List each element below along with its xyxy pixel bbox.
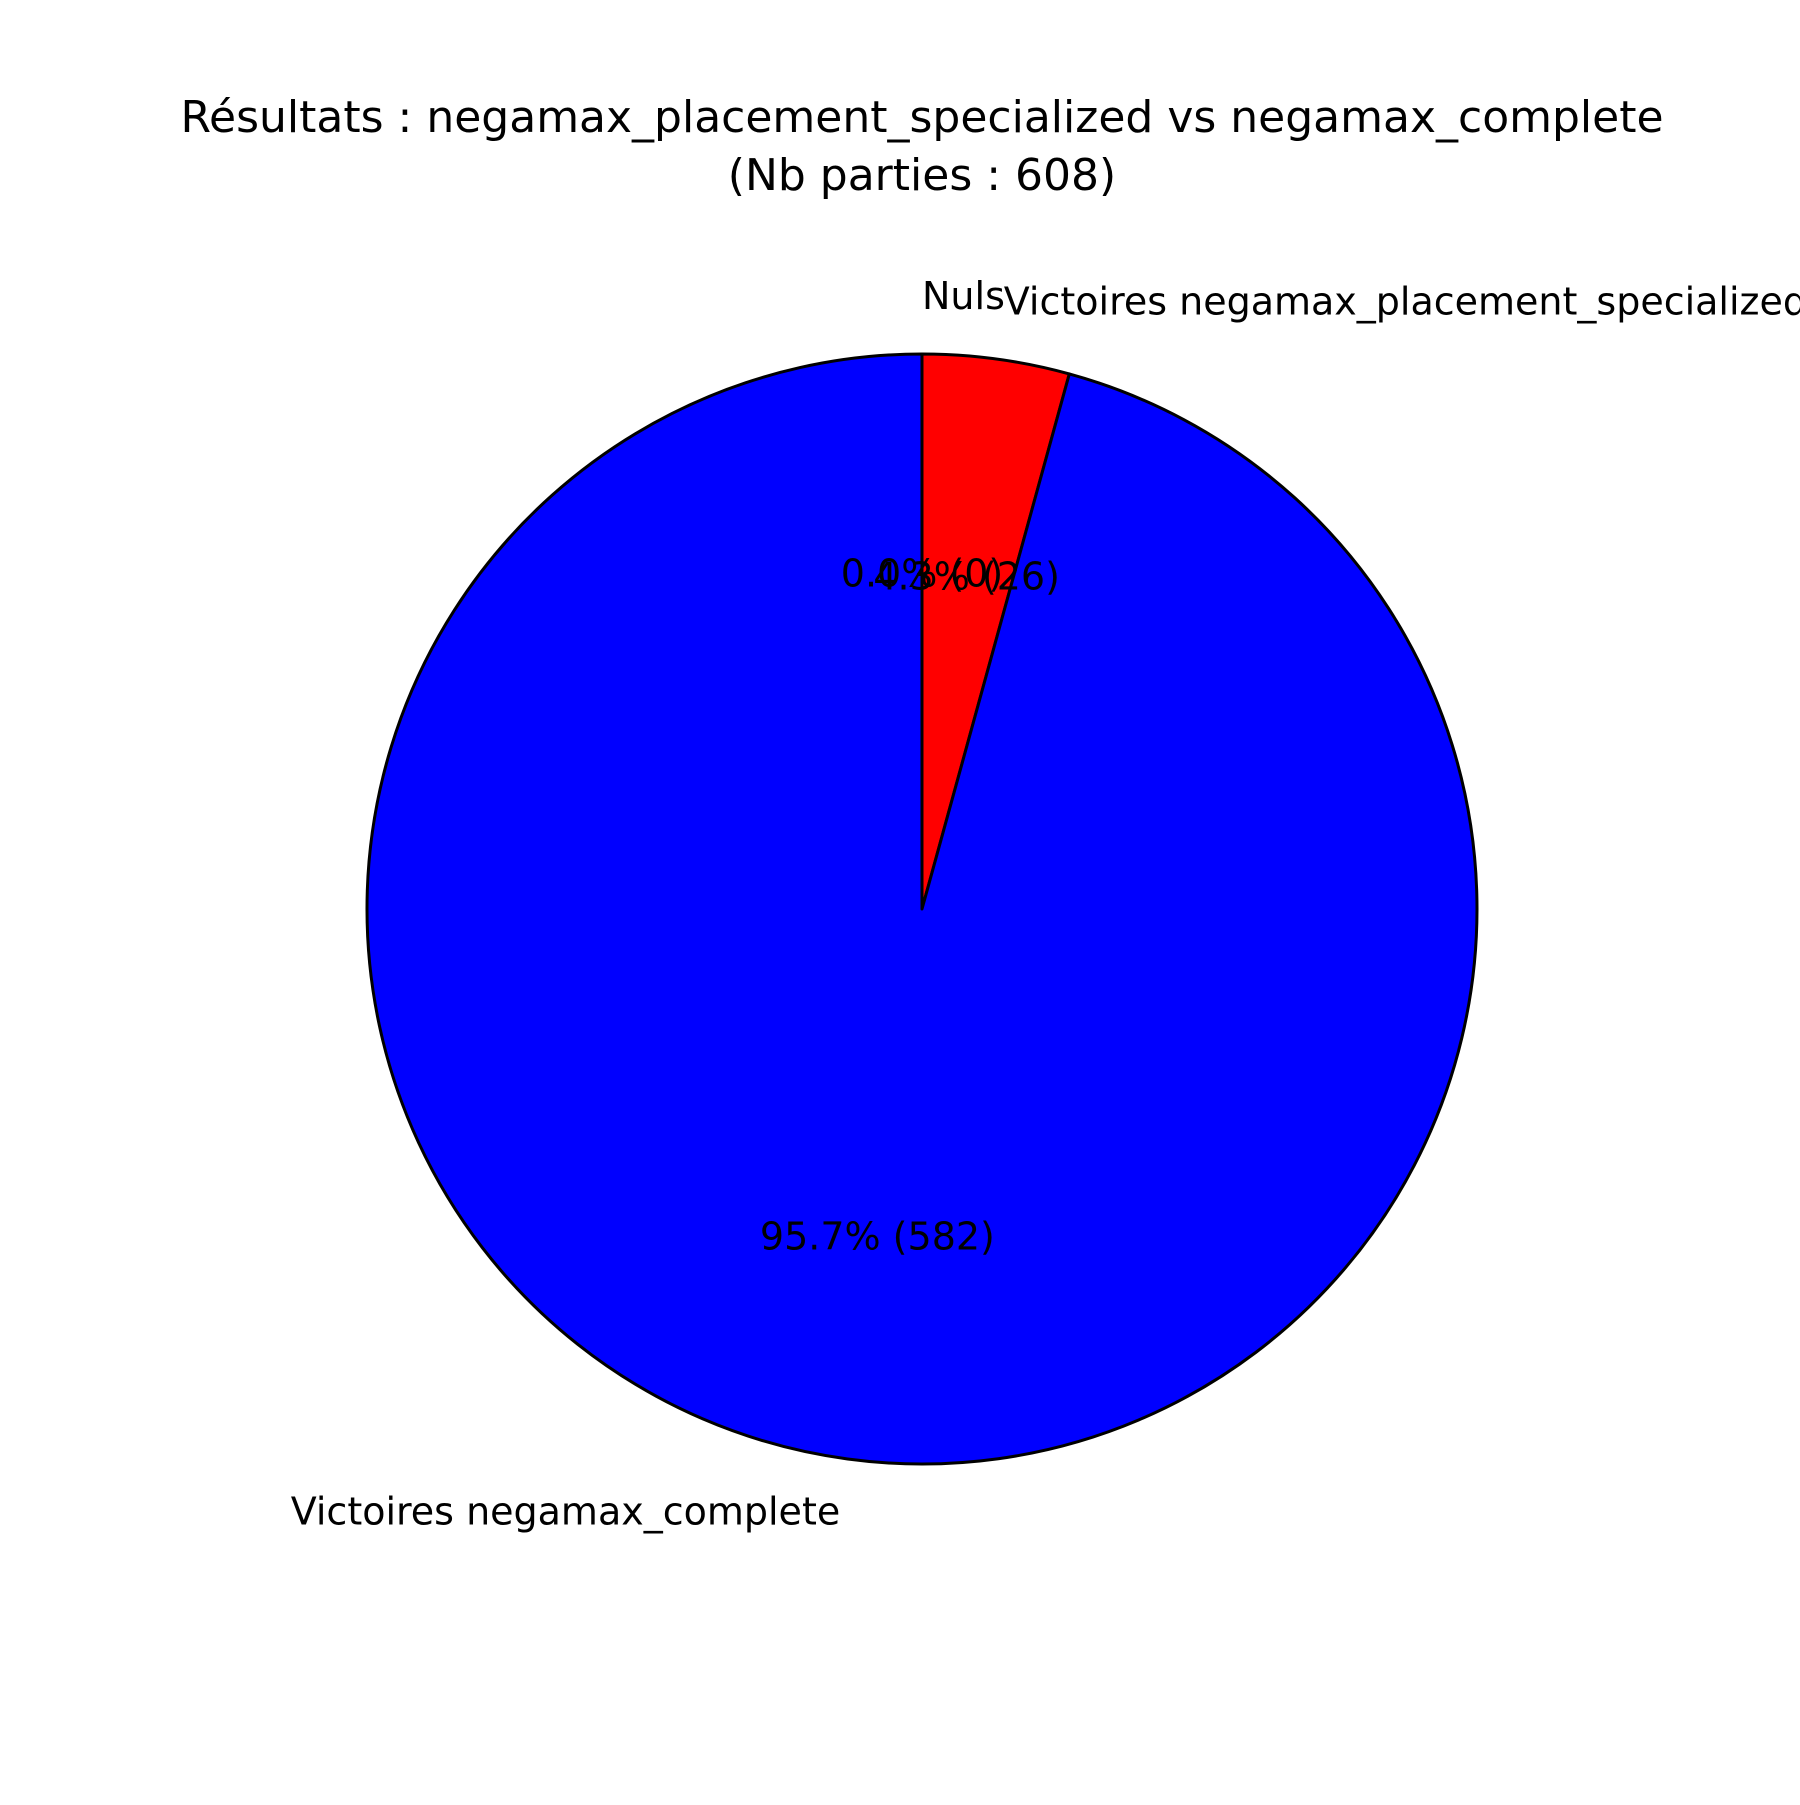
pie-labels: Nuls 0.0% (0) Victoires negamax_placement_…	[291, 274, 1800, 1533]
pie-percent-label-victoires-negamax-complete: 95.7% (582)	[760, 1214, 995, 1258]
pie-label-nuls: Nuls	[922, 274, 1005, 318]
pie-slice-victoires-negamax-complete	[365, 352, 1479, 1466]
pie-percent-label-nuls: 0.0% (0)	[841, 552, 1003, 596]
pie-label-victoires-negamax-complete: Victoires negamax_complete	[291, 1489, 841, 1533]
pie-slices	[365, 352, 1479, 1466]
chart-title: Résultats : negamax_placement_specialize…	[180, 92, 1663, 143]
pie-label-victoires-negamax-placement-specialized: Victoires negamax_placement_specialized	[1004, 280, 1800, 324]
chart-subtitle: (Nb parties : 608)	[728, 150, 1116, 201]
pie-percent-label-victoires-negamax-placement-specialized: 4.3% (26)	[873, 555, 1060, 599]
